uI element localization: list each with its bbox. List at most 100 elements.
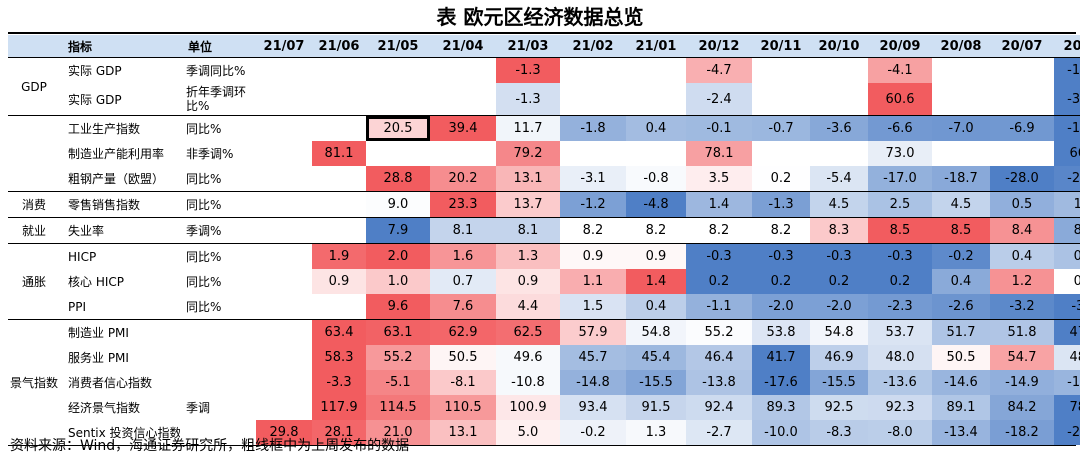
value-cell: 0.2	[752, 166, 810, 192]
value-cell: -5.4	[810, 166, 868, 192]
value-cell: -0.8	[626, 166, 686, 192]
value-cell: -1.3	[496, 83, 560, 116]
value-cell	[626, 141, 686, 166]
indicator-header: 指标	[60, 35, 180, 58]
indicator-label: 粗钢产量（欧盟）	[68, 172, 165, 186]
value-cell: 8.2	[626, 217, 686, 244]
table-row: 经济景气指数 季调 117.9 114.5 110.5 100.9 93.4 91.5 92.4…	[8, 395, 1080, 420]
table-row: 实际 GDP 折年季调环比% -1.3 -2.4 60.6 -38.6	[8, 83, 1080, 116]
value-cell: 89.1	[932, 395, 990, 420]
value-cell: -4.7	[686, 57, 752, 83]
value-cell: 8.1	[496, 217, 560, 244]
value-cell: 50.5	[430, 345, 496, 370]
value-cell: -18.7	[932, 166, 990, 192]
value-cell: -1.3	[752, 191, 810, 218]
value-cell: -10.0	[752, 420, 810, 445]
value-cell	[990, 141, 1054, 166]
value-cell: -14.6	[1054, 370, 1080, 395]
value-cell: -14.8	[560, 370, 626, 395]
value-cell: 51.8	[990, 319, 1054, 345]
value-cell: -14.9	[990, 370, 1054, 395]
group-header	[8, 35, 60, 58]
indicator-label: 实际 GDP	[60, 57, 180, 83]
value-cell: -10.8	[496, 370, 560, 395]
value-cell: -0.3	[810, 243, 868, 269]
value-cell: 8.0	[1054, 217, 1080, 244]
value-cell: 79.2	[496, 141, 560, 166]
value-cell: -7.0	[932, 115, 990, 141]
value-cell: 0.9	[496, 269, 560, 294]
value-cell: -18.2	[990, 420, 1054, 445]
month-header: 20/10	[810, 35, 868, 58]
unit-label: 同比%	[186, 171, 222, 186]
value-cell: 13.1	[430, 420, 496, 445]
value-cell: -3.2	[990, 294, 1054, 320]
unit-label	[180, 345, 256, 370]
value-cell: 13.1	[496, 166, 560, 192]
value-cell: -2.6	[932, 294, 990, 320]
value-cell: -1.3	[496, 57, 560, 83]
value-cell	[312, 83, 366, 116]
value-cell: -11.8	[1054, 115, 1080, 141]
value-cell: -2.4	[686, 83, 752, 116]
value-cell: 62.5	[496, 319, 560, 345]
value-cell: 92.5	[810, 395, 868, 420]
unit-label: 非季调%	[186, 146, 234, 161]
value-cell	[256, 191, 312, 218]
value-cell: 4.5	[932, 191, 990, 218]
value-cell: 8.4	[990, 217, 1054, 244]
value-cell	[810, 57, 868, 83]
value-cell: -0.3	[686, 243, 752, 269]
value-cell: -13.8	[686, 370, 752, 395]
value-cell: 91.5	[626, 395, 686, 420]
value-cell	[312, 191, 366, 218]
table-row: 工业生产指数 同比% 20.5 39.4 11.7 -1.8 0.4 -0.1 -0.7 -3.6…	[8, 115, 1080, 192]
value-cell	[810, 141, 868, 166]
value-cell	[560, 57, 626, 83]
value-cell: -14.6	[932, 370, 990, 395]
value-cell: -8.1	[430, 370, 496, 395]
value-cell: -4.8	[626, 191, 686, 218]
highlighted-value-cell: 20.5	[366, 115, 430, 141]
value-cell: 100.9	[496, 395, 560, 420]
value-cell: -0.3	[868, 243, 932, 269]
unit-label: 季调同比%	[180, 57, 256, 83]
value-cell	[752, 57, 810, 83]
value-cell: 1.0	[366, 269, 430, 294]
indicator-label: 失业率	[60, 217, 180, 244]
value-cell: 45.4	[626, 345, 686, 370]
value-cell: -28.0	[990, 166, 1054, 192]
month-header: 20/08	[932, 35, 990, 58]
value-cell: -15.5	[626, 370, 686, 395]
month-header: 21/04	[430, 35, 496, 58]
value-cell: 54.7	[990, 345, 1054, 370]
value-cell: 54.8	[626, 319, 686, 345]
value-cell	[932, 83, 990, 116]
value-cell: 11.7	[496, 115, 560, 141]
value-cell	[366, 83, 430, 116]
unit-label: 同比%	[186, 299, 222, 314]
value-cell: 7.6	[430, 294, 496, 320]
value-cell: -1.8	[560, 115, 626, 141]
unit-label	[180, 370, 256, 395]
value-cell: 0.4	[626, 294, 686, 320]
unit-header: 单位	[180, 35, 256, 58]
source-note: 资料来源：Wind，海通证券研究所，粗线框中为上周发布的数据	[10, 438, 410, 454]
value-cell: 0.3	[1054, 243, 1080, 269]
value-cell: 45.7	[560, 345, 626, 370]
value-cell: 0.9	[560, 243, 626, 269]
unit-label: 季调%	[180, 217, 256, 244]
value-cell: 4.4	[496, 294, 560, 320]
value-cell	[366, 141, 430, 166]
table-row: 消费 零售销售指数 同比% 9.0 23.3 13.7 -1.2 -4.8 1.4 -1.3 4.5…	[8, 191, 1080, 218]
value-cell: 50.5	[932, 345, 990, 370]
group-label: 消费	[8, 191, 60, 218]
month-header: 20/12	[686, 35, 752, 58]
indicator-label: 实际 GDP	[68, 92, 122, 107]
value-cell: -24.8	[1054, 420, 1080, 445]
value-cell: -2.7	[686, 420, 752, 445]
euro-economy-table: 指标 单位 21/07 21/06 21/05 21/04 21/03 21/02 21/0…	[8, 35, 1080, 445]
month-header: 21/01	[626, 35, 686, 58]
value-cell: 78.1	[1054, 395, 1080, 420]
